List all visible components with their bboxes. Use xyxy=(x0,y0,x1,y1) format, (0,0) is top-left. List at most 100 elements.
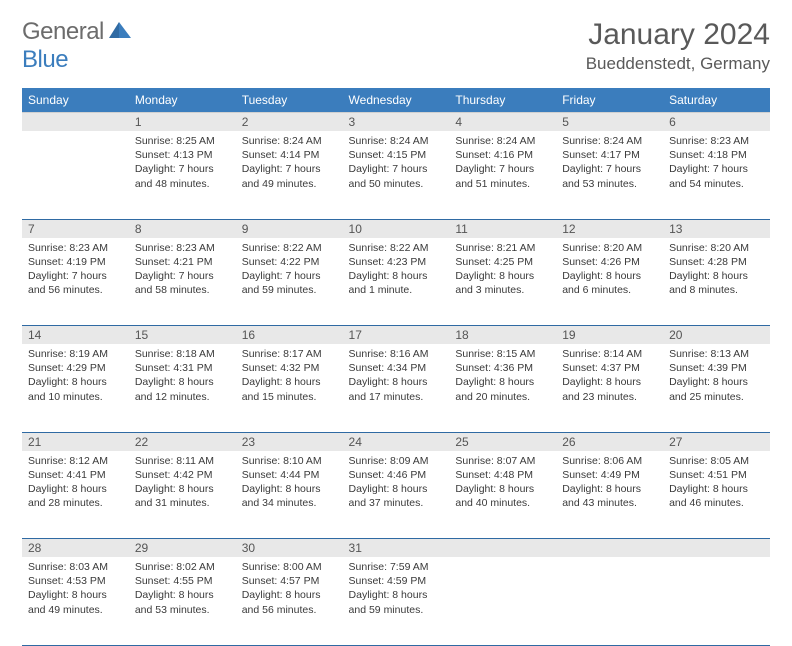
sunrise-text: Sunrise: 8:24 AM xyxy=(562,134,657,148)
day-number: 16 xyxy=(236,326,343,345)
daylight-text-1: Daylight: 7 hours xyxy=(242,269,337,283)
daylight-text-1: Daylight: 7 hours xyxy=(135,269,230,283)
day-cell: Sunrise: 8:18 AMSunset: 4:31 PMDaylight:… xyxy=(129,344,236,432)
daynum-row: 123456 xyxy=(22,113,770,132)
daylight-text-1: Daylight: 8 hours xyxy=(242,588,337,602)
daylight-text-1: Daylight: 8 hours xyxy=(349,588,444,602)
daylight-text-1: Daylight: 7 hours xyxy=(669,162,764,176)
daylight-text-2: and 40 minutes. xyxy=(455,496,550,510)
daynum-row: 14151617181920 xyxy=(22,326,770,345)
title-block: January 2024 Bueddenstedt, Germany xyxy=(586,18,770,74)
sunrise-text: Sunrise: 8:18 AM xyxy=(135,347,230,361)
sunrise-text: Sunrise: 8:13 AM xyxy=(669,347,764,361)
day-cell: Sunrise: 8:20 AMSunset: 4:28 PMDaylight:… xyxy=(663,238,770,326)
day-number: 1 xyxy=(129,113,236,132)
day-cell: Sunrise: 8:15 AMSunset: 4:36 PMDaylight:… xyxy=(449,344,556,432)
sunrise-text: Sunrise: 8:25 AM xyxy=(135,134,230,148)
day-number: 15 xyxy=(129,326,236,345)
daylight-text-2: and 25 minutes. xyxy=(669,390,764,404)
daynum-row: 78910111213 xyxy=(22,219,770,238)
day-number: 18 xyxy=(449,326,556,345)
calendar-page: General January 2024 Bueddenstedt, Germa… xyxy=(0,0,792,612)
daylight-text-2: and 43 minutes. xyxy=(562,496,657,510)
day-cell: Sunrise: 8:24 AMSunset: 4:15 PMDaylight:… xyxy=(343,131,450,219)
sunrise-text: Sunrise: 8:24 AM xyxy=(242,134,337,148)
sunset-text: Sunset: 4:13 PM xyxy=(135,148,230,162)
daylight-text-1: Daylight: 8 hours xyxy=(242,482,337,496)
day-cell xyxy=(449,557,556,645)
daylight-text-1: Daylight: 8 hours xyxy=(562,482,657,496)
daylight-text-2: and 53 minutes. xyxy=(562,177,657,191)
day-number: 25 xyxy=(449,432,556,451)
day-number: 21 xyxy=(22,432,129,451)
day-cell: Sunrise: 7:59 AMSunset: 4:59 PMDaylight:… xyxy=(343,557,450,645)
daylight-text-2: and 31 minutes. xyxy=(135,496,230,510)
content-row: Sunrise: 8:12 AMSunset: 4:41 PMDaylight:… xyxy=(22,451,770,539)
sunset-text: Sunset: 4:21 PM xyxy=(135,255,230,269)
daylight-text-1: Daylight: 7 hours xyxy=(455,162,550,176)
day-number: 19 xyxy=(556,326,663,345)
day-number: 17 xyxy=(343,326,450,345)
daylight-text-2: and 59 minutes. xyxy=(349,603,444,617)
sunrise-text: Sunrise: 8:00 AM xyxy=(242,560,337,574)
sunrise-text: Sunrise: 8:20 AM xyxy=(562,241,657,255)
day-number: 29 xyxy=(129,539,236,558)
daynum-row: 28293031 xyxy=(22,539,770,558)
sunset-text: Sunset: 4:49 PM xyxy=(562,468,657,482)
daylight-text-1: Daylight: 8 hours xyxy=(455,269,550,283)
daylight-text-1: Daylight: 8 hours xyxy=(28,375,123,389)
sunset-text: Sunset: 4:48 PM xyxy=(455,468,550,482)
day-header: Tuesday xyxy=(236,88,343,113)
sunset-text: Sunset: 4:23 PM xyxy=(349,255,444,269)
sunrise-text: Sunrise: 8:10 AM xyxy=(242,454,337,468)
day-cell: Sunrise: 8:02 AMSunset: 4:55 PMDaylight:… xyxy=(129,557,236,645)
daylight-text-1: Daylight: 8 hours xyxy=(135,482,230,496)
sunset-text: Sunset: 4:53 PM xyxy=(28,574,123,588)
daylight-text-1: Daylight: 8 hours xyxy=(135,375,230,389)
day-cell: Sunrise: 8:05 AMSunset: 4:51 PMDaylight:… xyxy=(663,451,770,539)
daylight-text-2: and 54 minutes. xyxy=(669,177,764,191)
daylight-text-1: Daylight: 8 hours xyxy=(135,588,230,602)
day-cell: Sunrise: 8:22 AMSunset: 4:22 PMDaylight:… xyxy=(236,238,343,326)
daylight-text-2: and 37 minutes. xyxy=(349,496,444,510)
sunrise-text: Sunrise: 8:17 AM xyxy=(242,347,337,361)
daylight-text-2: and 1 minute. xyxy=(349,283,444,297)
sunrise-text: Sunrise: 8:11 AM xyxy=(135,454,230,468)
day-cell: Sunrise: 8:24 AMSunset: 4:17 PMDaylight:… xyxy=(556,131,663,219)
day-header: Monday xyxy=(129,88,236,113)
day-cell: Sunrise: 8:19 AMSunset: 4:29 PMDaylight:… xyxy=(22,344,129,432)
daylight-text-2: and 12 minutes. xyxy=(135,390,230,404)
brand-word1: General xyxy=(22,18,104,46)
daylight-text-2: and 15 minutes. xyxy=(242,390,337,404)
sunset-text: Sunset: 4:59 PM xyxy=(349,574,444,588)
day-number: 30 xyxy=(236,539,343,558)
day-cell: Sunrise: 8:03 AMSunset: 4:53 PMDaylight:… xyxy=(22,557,129,645)
day-cell: Sunrise: 8:11 AMSunset: 4:42 PMDaylight:… xyxy=(129,451,236,539)
sunrise-text: Sunrise: 8:05 AM xyxy=(669,454,764,468)
day-cell: Sunrise: 8:16 AMSunset: 4:34 PMDaylight:… xyxy=(343,344,450,432)
sunset-text: Sunset: 4:34 PM xyxy=(349,361,444,375)
sunrise-text: Sunrise: 8:20 AM xyxy=(669,241,764,255)
sunset-text: Sunset: 4:18 PM xyxy=(669,148,764,162)
day-number: 7 xyxy=(22,219,129,238)
sunrise-text: Sunrise: 8:07 AM xyxy=(455,454,550,468)
day-number: 22 xyxy=(129,432,236,451)
daylight-text-1: Daylight: 8 hours xyxy=(562,269,657,283)
daylight-text-1: Daylight: 8 hours xyxy=(562,375,657,389)
daylight-text-1: Daylight: 8 hours xyxy=(242,375,337,389)
day-cell xyxy=(22,131,129,219)
day-header: Sunday xyxy=(22,88,129,113)
daylight-text-2: and 49 minutes. xyxy=(242,177,337,191)
calendar-table: Sunday Monday Tuesday Wednesday Thursday… xyxy=(22,88,770,646)
daynum-row: 21222324252627 xyxy=(22,432,770,451)
day-cell: Sunrise: 8:22 AMSunset: 4:23 PMDaylight:… xyxy=(343,238,450,326)
daylight-text-2: and 59 minutes. xyxy=(242,283,337,297)
sunrise-text: Sunrise: 8:23 AM xyxy=(28,241,123,255)
sunrise-text: Sunrise: 8:22 AM xyxy=(349,241,444,255)
day-number: 11 xyxy=(449,219,556,238)
daylight-text-2: and 58 minutes. xyxy=(135,283,230,297)
daylight-text-2: and 20 minutes. xyxy=(455,390,550,404)
sunset-text: Sunset: 4:14 PM xyxy=(242,148,337,162)
day-cell: Sunrise: 8:13 AMSunset: 4:39 PMDaylight:… xyxy=(663,344,770,432)
sunrise-text: Sunrise: 8:23 AM xyxy=(669,134,764,148)
